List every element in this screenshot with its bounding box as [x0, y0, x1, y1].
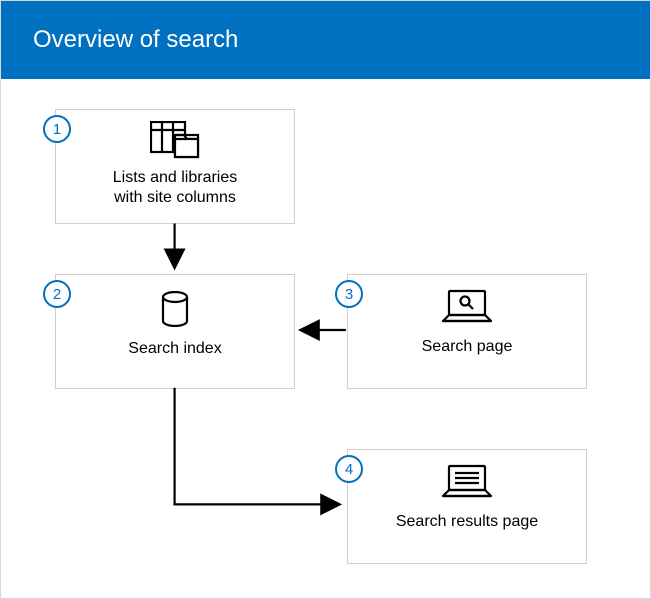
badge-4: 4: [335, 455, 363, 483]
node-index: Search index: [55, 274, 295, 389]
badge-3: 3: [335, 280, 363, 308]
node-lists: Lists and libraries with site columns: [55, 109, 295, 224]
node-results-text: Search results page: [396, 513, 538, 530]
node-results-label: Search results page: [348, 512, 586, 532]
node-searchpage-text: Search page: [422, 338, 513, 355]
badge-4-num: 4: [345, 461, 353, 478]
laptop-lines-icon: [348, 462, 586, 504]
header-bar: Overview of search: [1, 1, 650, 79]
table-files-icon: [56, 120, 294, 162]
diagram-canvas: Lists and libraries with site columns 1 …: [1, 79, 650, 598]
badge-1-num: 1: [53, 121, 61, 138]
node-lists-label: Lists and libraries with site columns: [56, 168, 294, 208]
node-searchpage: Search page: [347, 274, 587, 389]
laptop-search-icon: [348, 287, 586, 329]
node-index-text: Search index: [128, 340, 221, 357]
diagram-frame: Overview of search Lists and libraries w…: [0, 0, 651, 599]
badge-2-num: 2: [53, 286, 61, 303]
badge-3-num: 3: [345, 286, 353, 303]
badge-2: 2: [43, 280, 71, 308]
node-index-label: Search index: [56, 339, 294, 359]
node-lists-text: Lists and libraries with site columns: [113, 168, 238, 208]
node-results: Search results page: [347, 449, 587, 564]
badge-1: 1: [43, 115, 71, 143]
database-icon: [56, 289, 294, 329]
node-searchpage-label: Search page: [348, 337, 586, 357]
page-title: Overview of search: [33, 26, 238, 54]
